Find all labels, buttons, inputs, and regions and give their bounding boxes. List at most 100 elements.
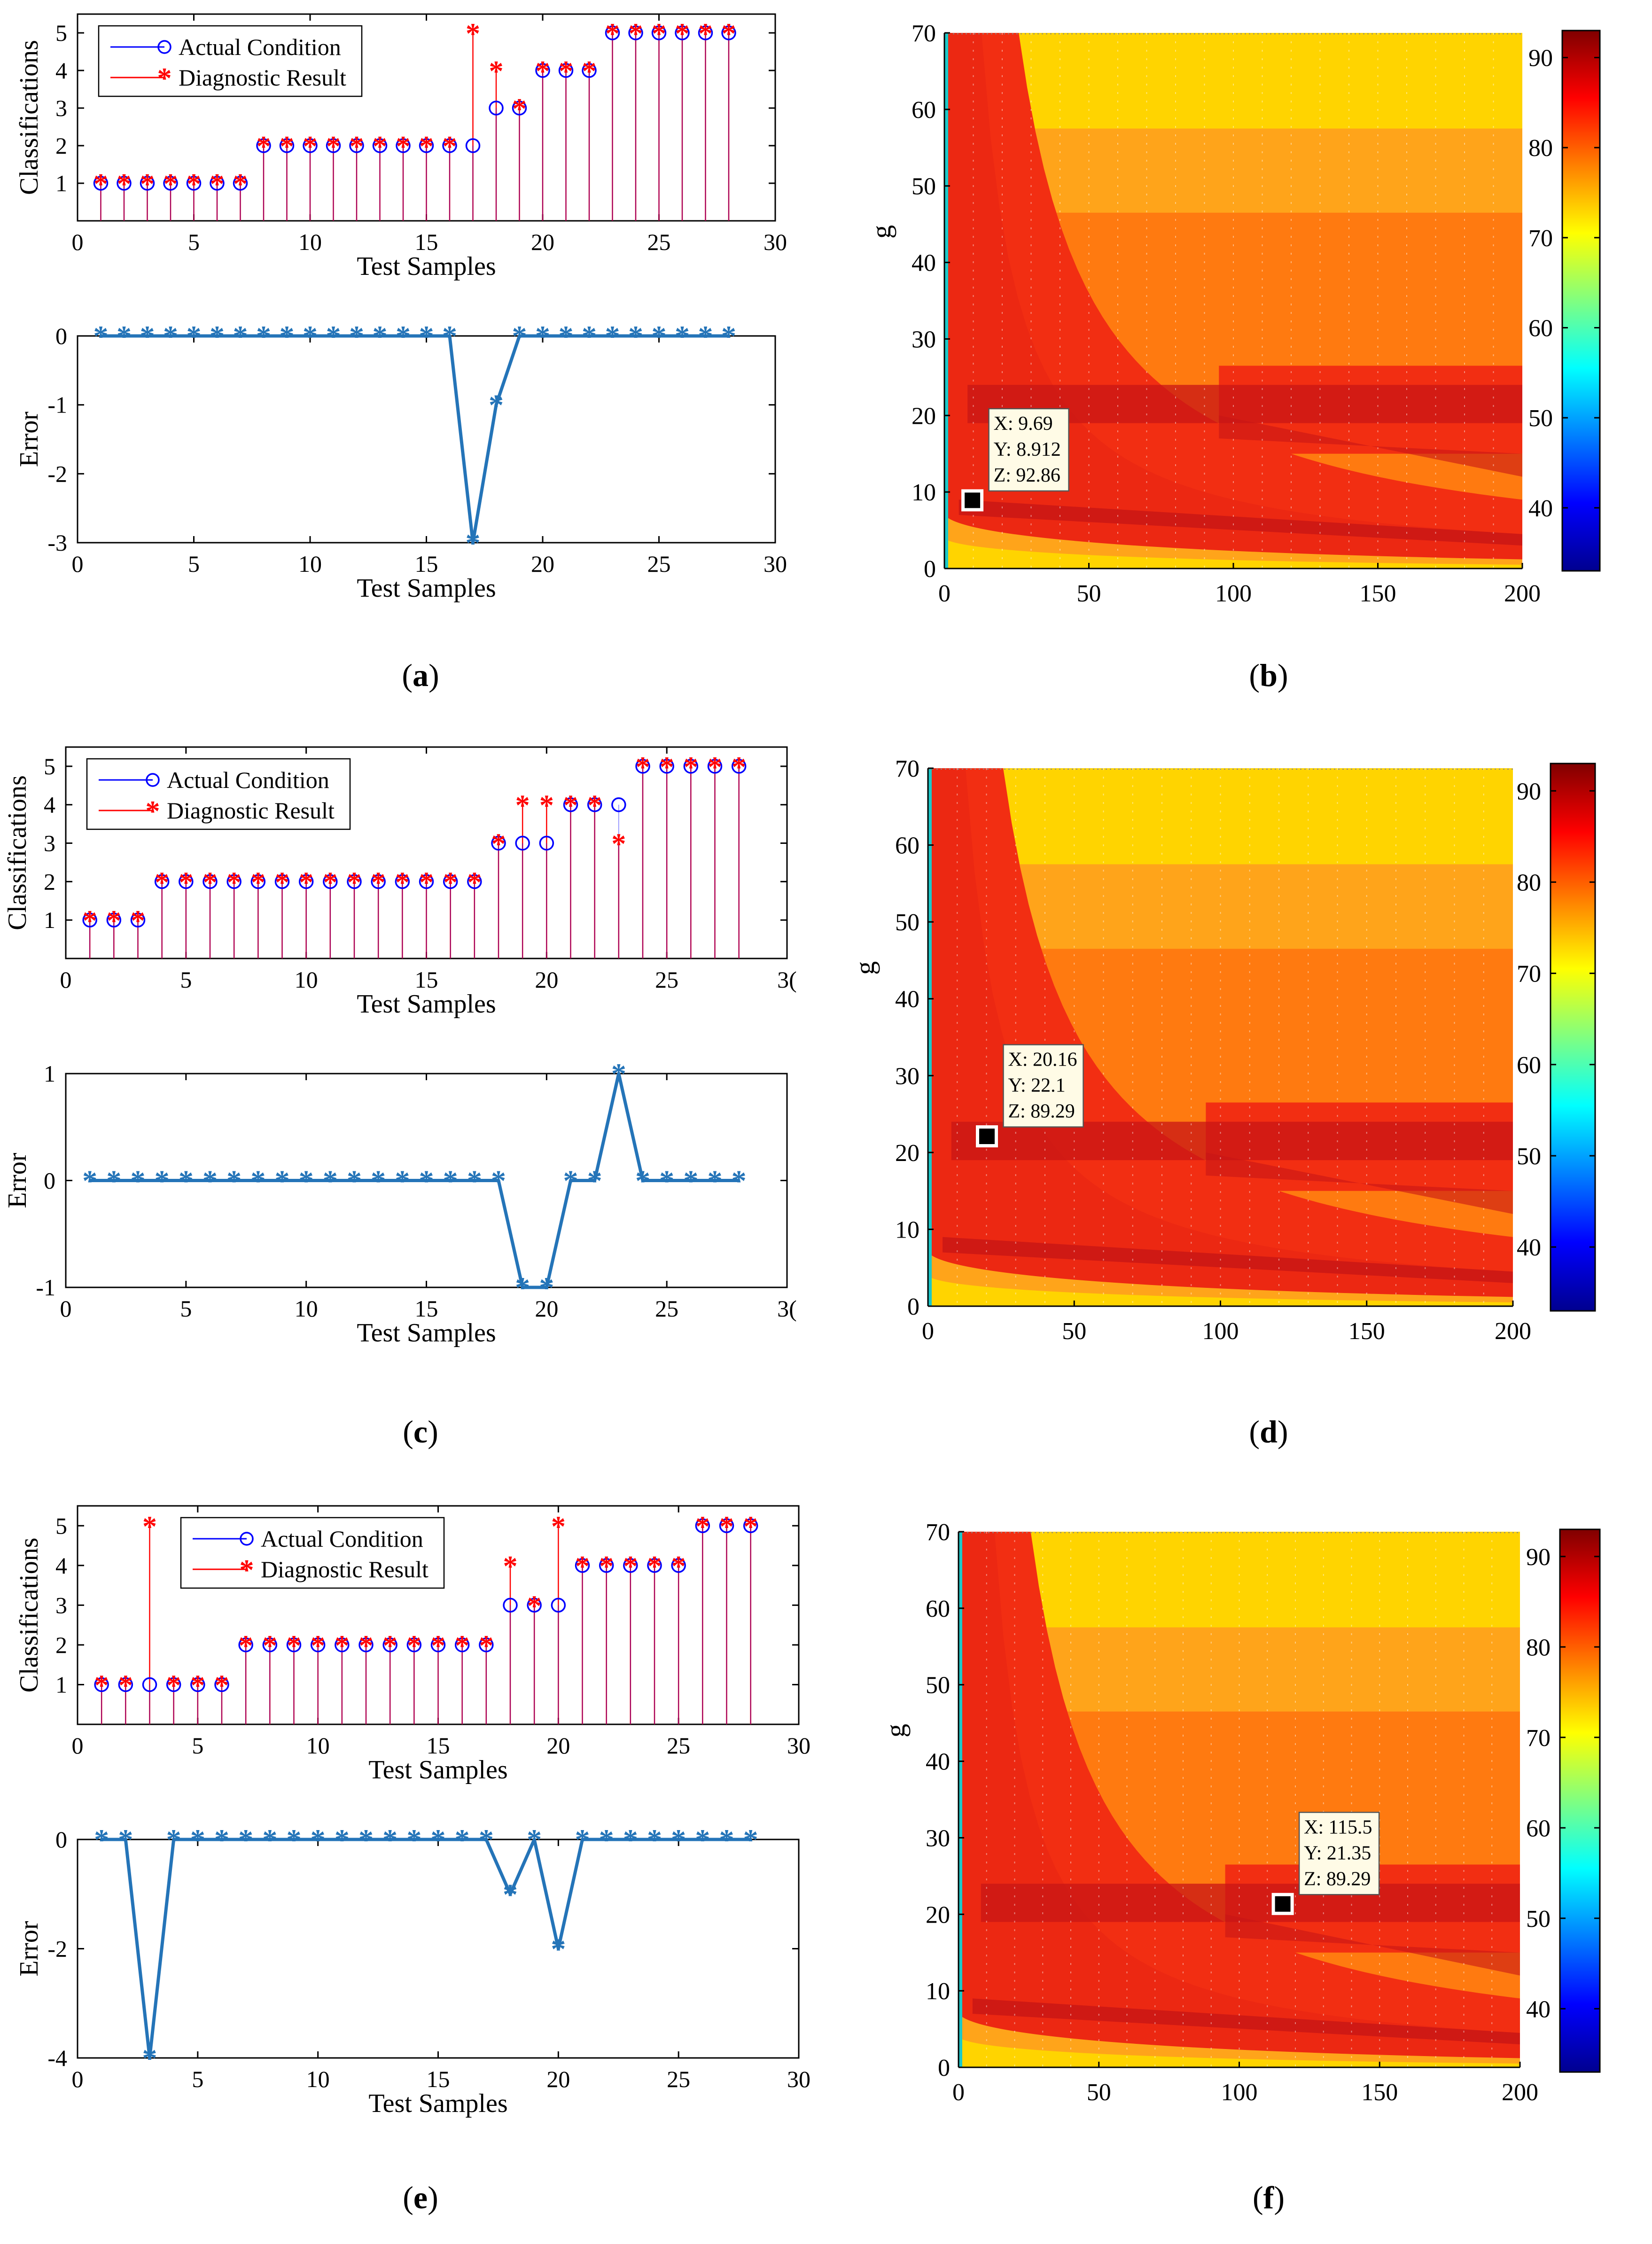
panel-label-letter: b: [1260, 657, 1278, 693]
actual-marker: [454, 1637, 470, 1652]
stem-chart-a: 0 5 10 15 20 25 30 1 2 3 4 5 Test Samples Classificat…: [15, 13, 787, 281]
panel-label-close-paren: ): [429, 657, 439, 693]
diagnostic-marker: *: [371, 866, 386, 898]
actual-marker: [262, 1637, 278, 1652]
actual-marker: [721, 25, 736, 40]
actual-marker: [582, 63, 597, 78]
diagnostic-marker: *: [233, 168, 248, 200]
x-tick-label: 0: [72, 229, 84, 255]
y-axis-label: Classifications: [15, 40, 44, 195]
y-tick-label: 0: [938, 2055, 950, 2081]
y-tick-label: 0: [907, 1293, 920, 1320]
actual-marker: [743, 1518, 758, 1534]
diagnostic-marker: *: [708, 751, 722, 783]
colorbar-tick-label: 70: [1528, 225, 1553, 252]
diagnostic-marker: *: [155, 866, 169, 898]
error-point: *: [743, 1823, 758, 1856]
diagnostic-marker: *: [466, 18, 480, 50]
heatmap-surface: [944, 33, 1522, 569]
x-tick-label: 0: [952, 2079, 965, 2106]
diagnostic-marker: *: [623, 1551, 638, 1582]
diagnostic-marker: *: [455, 1630, 469, 1662]
diagnostic-marker: *: [142, 1511, 157, 1543]
diagnostic-marker: *: [629, 18, 643, 50]
axes-frame: [77, 335, 776, 544]
x-tick-label: 200: [1495, 1318, 1531, 1345]
y-axis-label: Error: [3, 1153, 32, 1208]
x-tick-label: 25: [647, 551, 671, 577]
error-point: *: [623, 1823, 638, 1856]
colorbar-bar: [1559, 1528, 1601, 2073]
colorbar-tick-label: 50: [1526, 1906, 1551, 1932]
actual-marker: [443, 874, 458, 889]
diagnostic-marker: *: [512, 93, 527, 125]
diagnostic-marker: *: [373, 131, 387, 163]
actual-marker: [142, 1677, 157, 1692]
panel-label-open-paren: (: [1249, 1414, 1260, 1449]
datatip-text: X: 9.69: [994, 413, 1053, 435]
diagnostic-marker: *: [489, 55, 504, 87]
error-point: *: [94, 319, 109, 353]
y-tick-label: 4: [55, 57, 67, 84]
y-tick-label: 30: [926, 1825, 950, 1852]
error-point: *: [179, 1164, 194, 1198]
x-tick-label: 0: [60, 966, 72, 993]
heatmap-chart-f: 0 50 100 150 200 0 10 20 30 40 50 60 70 g X: 115.5 Y: 2…: [880, 1519, 1601, 2106]
error-point: *: [635, 1164, 650, 1198]
diagnostic-marker: *: [94, 1669, 109, 1701]
legend-frame: [180, 1517, 445, 1589]
actual-marker: [395, 874, 410, 889]
strip-left-cyan: [928, 768, 932, 1306]
heatmap-chart-b: 0 50 100 150 200 0 10 20 30 40 50 60 70 g X: 9.69 Y: 8.…: [866, 20, 1601, 607]
actual-marker: [467, 874, 482, 889]
legend-actual-marker: [240, 1532, 254, 1546]
x-axis-label: Test Samples: [357, 252, 496, 281]
error-point: *: [117, 319, 132, 353]
datatip-text: Y: 8.912: [994, 439, 1061, 460]
diagnostic-marker: *: [83, 905, 97, 937]
x-tick-label: 5: [180, 966, 192, 993]
actual-marker: [214, 1677, 229, 1692]
datatip-marker: [961, 489, 984, 512]
x-tick-label: 50: [1077, 580, 1101, 607]
diagnostic-marker: *: [536, 55, 550, 87]
actual-marker: [166, 1677, 181, 1692]
x-tick-label: 25: [647, 229, 671, 255]
colorbar-tick-label: 90: [1526, 1544, 1551, 1571]
legend-diagnostic-label: Diagnostic Result: [167, 797, 335, 824]
y-tick-label: -4: [47, 2045, 67, 2071]
x-tick-label: 15: [415, 229, 438, 255]
y-tick-label: 50: [926, 1672, 950, 1699]
y-axis-label: g: [849, 961, 880, 975]
diagnostic-marker: *: [280, 131, 294, 163]
diagnostic-marker: *: [179, 866, 193, 898]
diagnostic-marker: *: [164, 168, 178, 200]
diagnostic-marker: *: [140, 168, 155, 200]
datatip-text: Y: 22.1: [1008, 1075, 1065, 1097]
error-point: *: [455, 1823, 470, 1856]
actual-marker: [479, 1637, 494, 1652]
diagnostic-marker: *: [695, 1511, 710, 1543]
diagnostic-marker: *: [383, 1630, 397, 1662]
panel-label-open-paren: (: [403, 1414, 413, 1449]
strip-left-cyan: [944, 33, 948, 569]
diagnostic-marker: *: [559, 55, 573, 87]
actual-marker: [623, 1558, 638, 1573]
diagnostic-marker: *: [419, 131, 434, 163]
diagnostic-marker: *: [719, 1511, 734, 1543]
y-tick-label: -3: [47, 530, 67, 556]
heatmap-surface: [958, 1532, 1520, 2067]
actual-marker: [698, 25, 713, 40]
actual-marker: [442, 138, 457, 153]
panel-label-letter: d: [1260, 1414, 1278, 1449]
panel-label-close-paren: ): [1278, 657, 1288, 693]
error-point: *: [190, 1823, 205, 1856]
error-point: *: [683, 1164, 698, 1198]
y-tick-label: 5: [55, 20, 67, 46]
x-tick-label: 10: [306, 2066, 330, 2092]
actual-marker: [430, 1637, 446, 1652]
y-tick-label: 1: [55, 1671, 67, 1698]
diagnostic-marker: *: [539, 790, 554, 822]
y-tick-label: 2: [55, 132, 67, 159]
x-tick-label: 5: [180, 1295, 192, 1322]
